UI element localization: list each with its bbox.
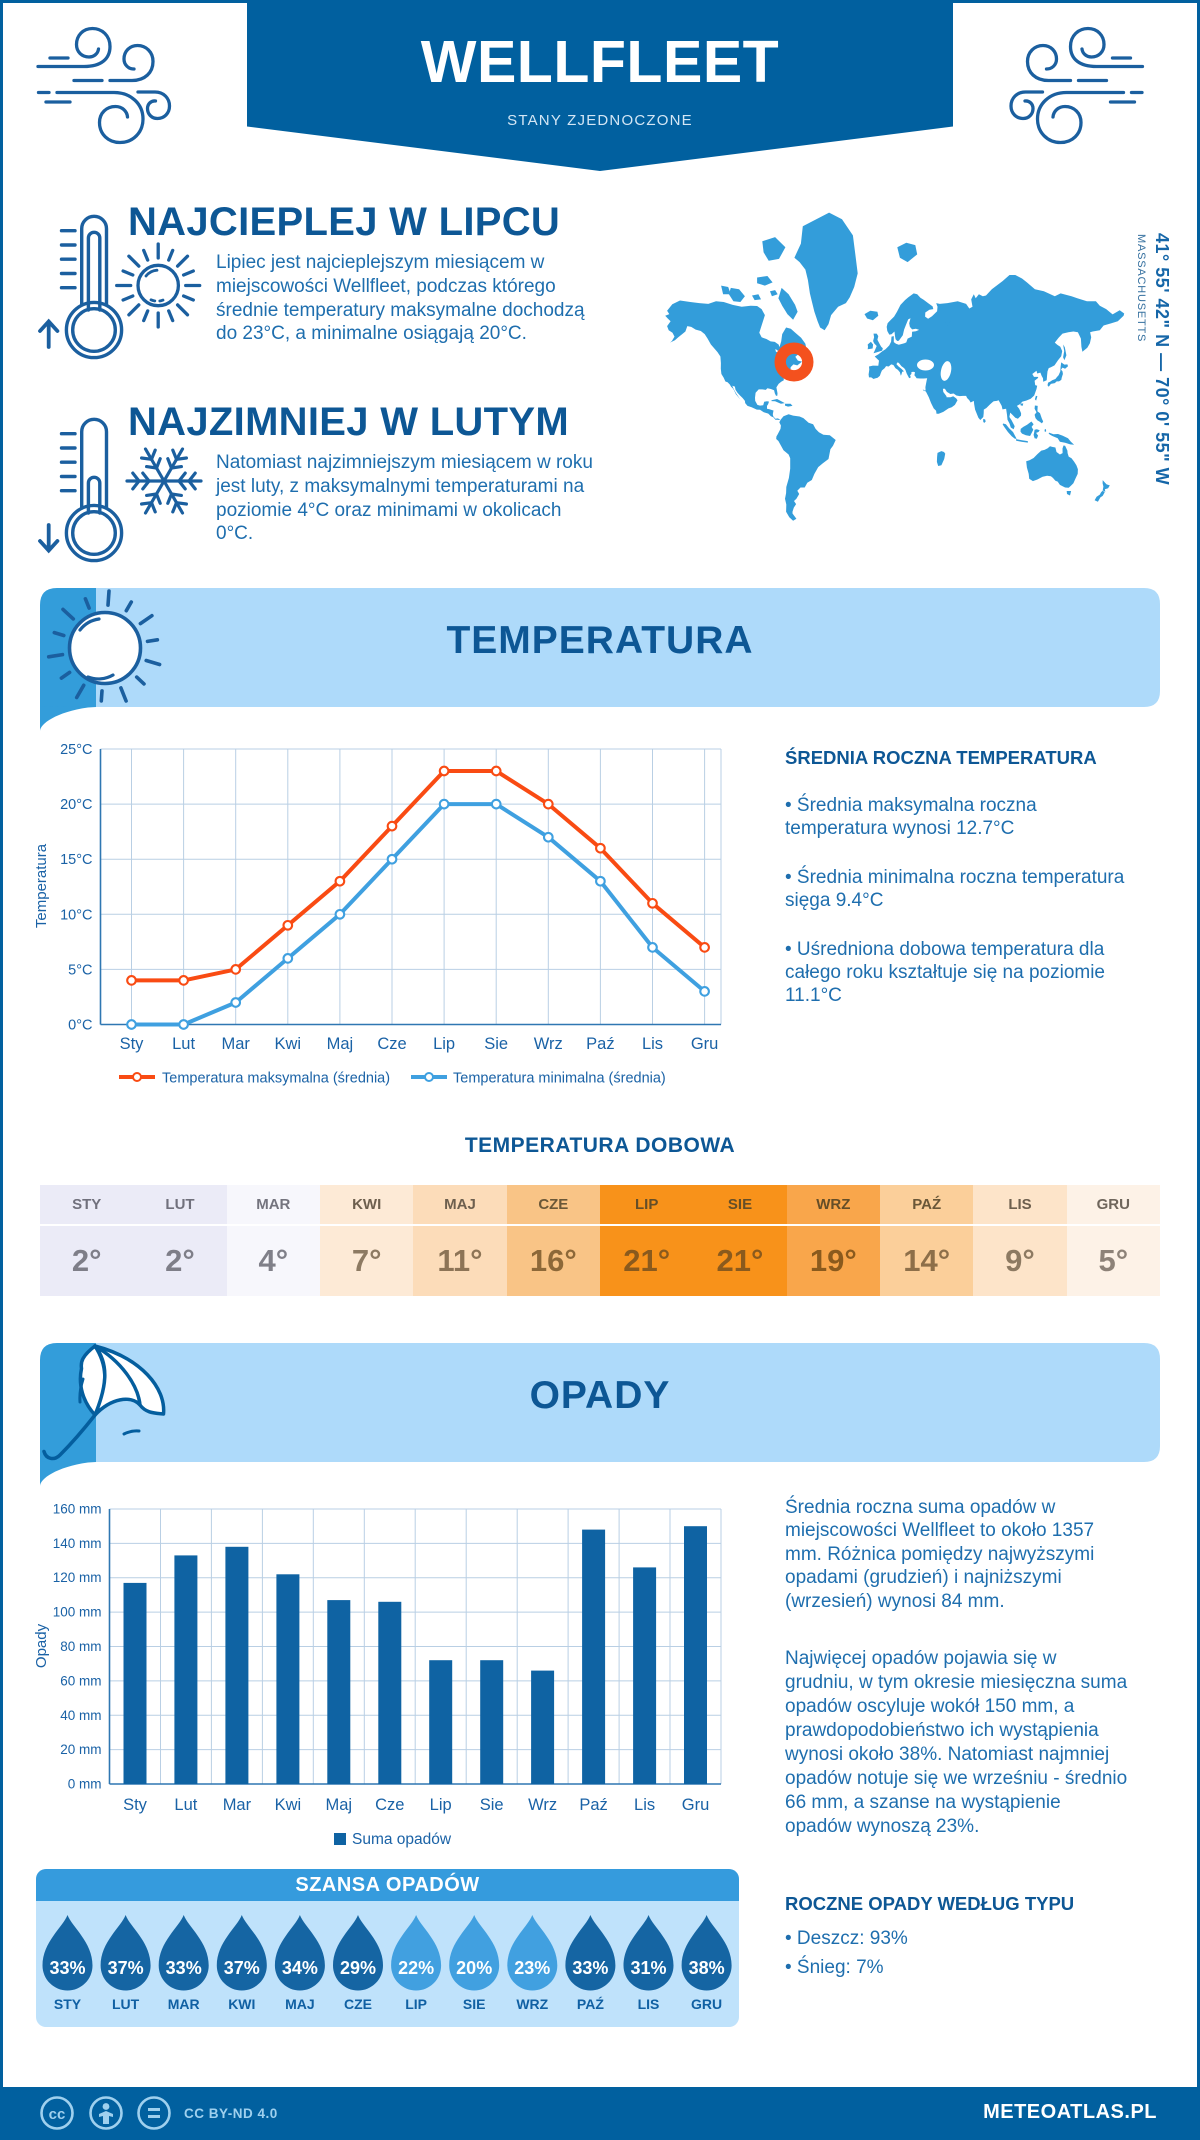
svg-text:37%: 37% bbox=[224, 1958, 260, 1978]
svg-text:100 mm: 100 mm bbox=[53, 1605, 102, 1620]
svg-text:Mar: Mar bbox=[223, 1796, 252, 1814]
svg-text:40 mm: 40 mm bbox=[60, 1708, 101, 1723]
svg-text:Cze: Cze bbox=[377, 1035, 406, 1053]
svg-text:Kwi: Kwi bbox=[275, 1796, 302, 1814]
svg-text:10°C: 10°C bbox=[60, 907, 92, 923]
svg-text:Lip: Lip bbox=[430, 1796, 452, 1814]
svg-text:Wrz: Wrz bbox=[534, 1035, 563, 1053]
svg-text:20°C: 20°C bbox=[60, 797, 92, 813]
svg-text:Cze: Cze bbox=[375, 1796, 404, 1814]
svg-text:25°C: 25°C bbox=[60, 742, 92, 758]
svg-text:120 mm: 120 mm bbox=[53, 1570, 102, 1585]
svg-text:Kwi: Kwi bbox=[275, 1035, 302, 1053]
svg-text:Lis: Lis bbox=[634, 1796, 655, 1814]
svg-text:Sty: Sty bbox=[120, 1035, 145, 1053]
svg-text:Mar: Mar bbox=[221, 1035, 250, 1053]
svg-text:29%: 29% bbox=[340, 1958, 376, 1978]
svg-text:20 mm: 20 mm bbox=[60, 1742, 101, 1757]
svg-text:Sie: Sie bbox=[484, 1035, 508, 1053]
svg-text:34%: 34% bbox=[282, 1958, 318, 1978]
svg-text:20%: 20% bbox=[456, 1958, 492, 1978]
svg-text:37%: 37% bbox=[108, 1958, 144, 1978]
svg-text:140 mm: 140 mm bbox=[53, 1536, 102, 1551]
svg-text:Temperatura maksymalna (średni: Temperatura maksymalna (średnia) bbox=[162, 1071, 390, 1087]
svg-text:Sie: Sie bbox=[480, 1796, 504, 1814]
svg-text:Temperatura minimalna (średnia: Temperatura minimalna (średnia) bbox=[453, 1071, 666, 1087]
svg-text:Gru: Gru bbox=[682, 1796, 710, 1814]
svg-text:38%: 38% bbox=[689, 1958, 725, 1978]
svg-text:Maj: Maj bbox=[326, 1796, 353, 1814]
svg-text:cc: cc bbox=[49, 2106, 66, 2123]
svg-text:Temperatura: Temperatura bbox=[33, 843, 50, 928]
svg-text:5°C: 5°C bbox=[68, 962, 92, 978]
svg-text:Paź: Paź bbox=[586, 1035, 614, 1053]
svg-text:33%: 33% bbox=[572, 1958, 608, 1978]
svg-text:23%: 23% bbox=[514, 1958, 550, 1978]
svg-text:Suma opadów: Suma opadów bbox=[352, 1831, 452, 1848]
svg-text:15°C: 15°C bbox=[60, 852, 92, 868]
svg-text:33%: 33% bbox=[49, 1958, 85, 1978]
svg-text:Lut: Lut bbox=[172, 1035, 195, 1053]
svg-text:Lip: Lip bbox=[433, 1035, 455, 1053]
svg-text:Lut: Lut bbox=[174, 1796, 197, 1814]
svg-text:Paź: Paź bbox=[579, 1796, 607, 1814]
svg-text:31%: 31% bbox=[630, 1958, 666, 1978]
svg-text:60 mm: 60 mm bbox=[60, 1673, 101, 1688]
svg-text:Lis: Lis bbox=[642, 1035, 663, 1053]
svg-text:33%: 33% bbox=[166, 1958, 202, 1978]
svg-text:Gru: Gru bbox=[691, 1035, 719, 1053]
svg-text:0 mm: 0 mm bbox=[68, 1777, 102, 1792]
svg-text:Wrz: Wrz bbox=[528, 1796, 557, 1814]
svg-text:80 mm: 80 mm bbox=[60, 1639, 101, 1654]
svg-text:Opady: Opady bbox=[33, 1623, 50, 1668]
svg-text:Maj: Maj bbox=[327, 1035, 354, 1053]
svg-text:22%: 22% bbox=[398, 1958, 434, 1978]
svg-text:0°C: 0°C bbox=[68, 1018, 92, 1034]
svg-text:160 mm: 160 mm bbox=[53, 1502, 102, 1517]
svg-text:Sty: Sty bbox=[123, 1796, 148, 1814]
